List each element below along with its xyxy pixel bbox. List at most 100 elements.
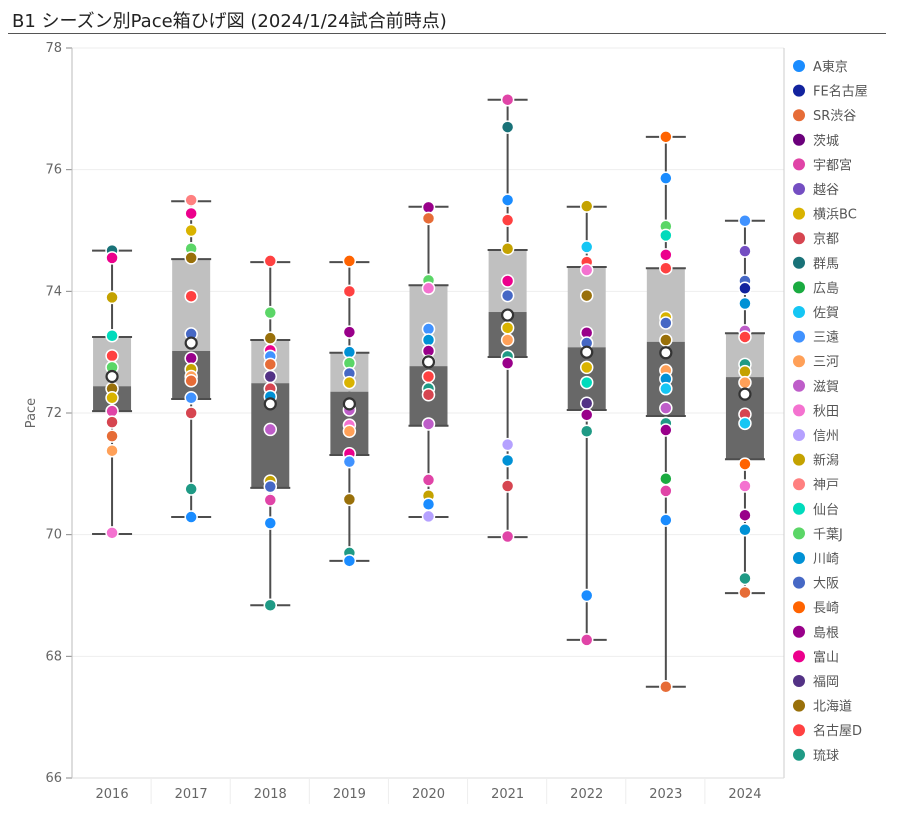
data-point [105,415,119,429]
legend-label: 信州 [813,429,839,444]
legend-item[interactable]: 島根 [793,625,839,641]
legend-label: FE名古屋 [813,84,868,100]
legend-item[interactable]: 新潟 [793,453,839,469]
data-point [184,206,198,221]
y-axis-label: Pace [24,398,39,428]
data-point [738,479,752,493]
data-point [105,429,119,443]
mean-marker [105,369,119,384]
legend-label: 広島 [813,281,839,296]
x-tick-label: 2017 [175,787,208,802]
legend-item[interactable]: 琉球 [793,748,839,764]
legend-item[interactable]: 北海道 [793,699,852,715]
data-point [738,214,752,228]
data-point [263,422,278,437]
legend-item[interactable]: 宇都宮 [793,157,852,173]
data-point [263,516,278,530]
legend-marker-icon [793,158,805,171]
data-point [263,305,278,320]
box-upper-quartile [646,268,685,342]
x-tick-label: 2019 [333,787,366,802]
legend-item[interactable]: 富山 [793,649,839,665]
data-point [263,331,278,345]
title-divider [8,33,886,34]
legend-label: 川崎 [813,552,839,567]
data-point [659,484,673,498]
data-point [659,381,673,396]
legend-item[interactable]: 越谷 [793,183,839,198]
legend-item[interactable]: 佐賀 [793,306,839,321]
legend-label: 仙台 [813,503,839,518]
legend-marker-icon [793,109,805,122]
legend-item[interactable]: 福岡 [793,675,839,690]
legend-item[interactable]: 広島 [793,281,839,296]
legend-item[interactable]: 三河 [793,355,839,370]
legend-item[interactable]: 茨城 [793,133,839,149]
legend-item[interactable]: 京都 [793,232,839,247]
legend-marker-icon [793,675,805,687]
data-point [421,281,436,296]
data-point [738,416,752,431]
legend-item[interactable]: 名古屋D [793,723,862,739]
data-point [342,492,357,507]
legend-label: 茨城 [813,134,839,149]
data-point [342,254,357,268]
legend-item[interactable]: 仙台 [793,502,839,518]
legend-item[interactable]: 長崎 [793,601,839,616]
legend-label: 神戸 [813,478,839,493]
legend-label: 大阪 [813,577,839,592]
mean-marker [421,355,436,369]
legend-marker-icon [793,404,805,417]
legend-label: 宇都宮 [813,157,852,173]
legend-item[interactable]: 川崎 [793,552,839,567]
legend-item[interactable]: 神戸 [793,478,839,493]
data-point [184,223,198,238]
x-tick-label: 2024 [728,787,761,802]
legend-marker-icon [793,478,805,491]
data-point [579,408,594,422]
data-point [421,211,436,226]
data-point [659,333,673,347]
data-point [184,193,198,207]
legend-marker-icon [793,355,805,368]
legend-item[interactable]: A東京 [793,59,848,75]
legend-item[interactable]: 大阪 [793,576,839,592]
data-point [342,454,357,469]
legend-marker-icon [793,281,805,294]
points [105,92,752,694]
mean-marker [342,397,356,411]
legend-item[interactable]: FE名古屋 [793,84,868,100]
data-point [659,513,673,527]
x-tick-label: 2016 [96,787,129,802]
data-point [659,261,673,275]
legend-label: 佐賀 [813,306,839,321]
data-point [579,588,594,603]
legend-item[interactable]: 千葉J [793,527,843,542]
mean-marker [184,336,198,350]
legend-item[interactable]: 信州 [793,429,839,444]
legend-label: 群馬 [813,257,839,272]
legend-marker-icon [793,552,805,564]
x-tick-label: 2020 [412,787,445,802]
x-tick-label: 2022 [570,787,603,802]
data-point [579,633,594,647]
data-point [659,471,673,486]
legend-item[interactable]: 滋賀 [793,379,839,395]
data-point [579,263,594,277]
legend-item[interactable]: SR渋谷 [793,109,856,124]
legend-label: 三河 [813,355,839,370]
data-point [184,510,198,524]
data-point [500,274,515,288]
data-point [579,375,594,390]
data-point [184,289,198,303]
legend-item[interactable]: 秋田 [793,404,839,419]
data-point [500,333,515,347]
legend-item[interactable]: 横浜BC [793,207,857,223]
legend-marker-icon [793,232,805,245]
data-point [659,680,673,694]
legend-item[interactable]: 三遠 [793,330,839,346]
legend-item[interactable]: 群馬 [793,256,839,272]
data-point [579,199,594,213]
x-tick-label: 2021 [491,787,524,802]
